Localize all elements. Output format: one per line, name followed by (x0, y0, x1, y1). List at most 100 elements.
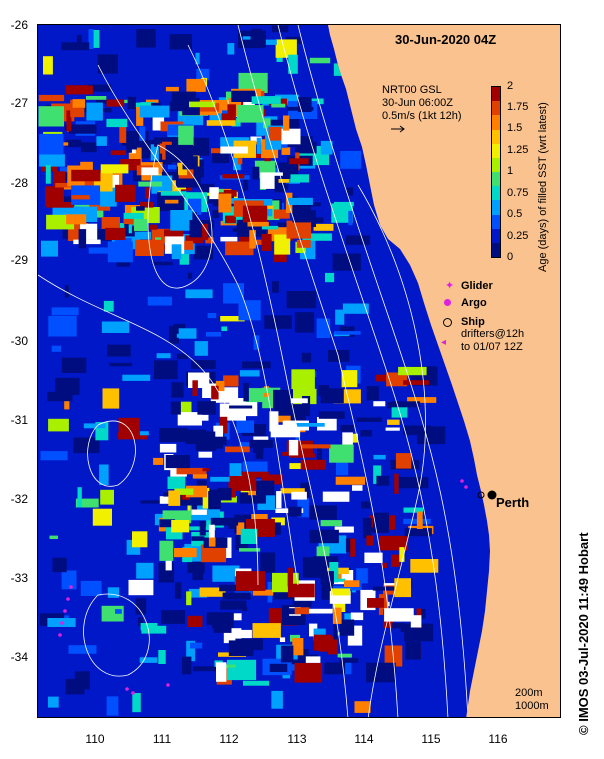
sst-age-patch (213, 622, 232, 633)
sst-age-patch (119, 124, 127, 143)
sst-age-patch (316, 318, 331, 338)
sst-age-patch (141, 167, 159, 176)
sst-age-patch (238, 30, 266, 49)
sst-age-patch (165, 455, 191, 469)
sst-age-patch (330, 588, 351, 596)
y-tick-30: -30 (10, 334, 28, 348)
sst-age-patch (227, 613, 242, 621)
sst-age-patch (239, 492, 266, 504)
sst-age-patch (271, 517, 285, 526)
sst-age-patch (222, 592, 251, 600)
colorbar-band (492, 185, 500, 201)
sst-age-patch (198, 451, 213, 458)
sst-age-patch (376, 475, 390, 486)
sst-age-patch (373, 401, 386, 407)
sst-age-patch (295, 141, 317, 154)
drifter-point (166, 683, 170, 687)
sst-age-patch (319, 642, 330, 652)
sst-age-patch (192, 567, 204, 581)
colorbar-band (492, 114, 500, 130)
contour-key-200m: 200m (515, 687, 543, 699)
sst-age-patch (210, 517, 239, 526)
sst-age-patch (51, 307, 79, 316)
sst-age-patch (190, 360, 216, 369)
sst-age-patch (243, 680, 270, 686)
sst-age-patch (226, 91, 233, 101)
drifter-point (63, 609, 67, 613)
sst-age-patch (66, 110, 72, 132)
sst-age-patch (327, 636, 338, 655)
legend-argo: Argo (461, 297, 487, 309)
sst-age-patch (161, 171, 189, 181)
colorbar-band (492, 128, 500, 144)
contour-line (97, 64, 299, 586)
colorbar-tick-0-75: 0.75 (507, 187, 529, 199)
sst-age-patch (333, 624, 338, 640)
sst-age-patch (272, 25, 289, 33)
sst-age-patch (231, 90, 256, 102)
sst-age-patch (164, 229, 184, 237)
sst-age-patch (289, 463, 309, 469)
sst-age-patch (91, 30, 100, 48)
sst-age-patch (66, 214, 87, 225)
sst-age-patch (159, 443, 177, 453)
sst-age-patch (251, 96, 281, 104)
sst-age-patch (109, 362, 132, 367)
sst-age-patch (309, 57, 331, 64)
sst-age-patch (287, 106, 314, 111)
sst-age-patch (138, 617, 143, 627)
perth-marker[interactable] (477, 490, 497, 500)
current-scale-arrow (391, 125, 405, 133)
sst-age-patch (288, 439, 299, 456)
sst-age-patch (73, 437, 100, 454)
sst-age-patch (404, 528, 432, 537)
sst-age-patch (272, 281, 279, 293)
sst-age-patch (287, 583, 315, 598)
sst-age-patch (192, 473, 207, 479)
sst-age-patch (186, 591, 192, 606)
sst-age-patch (184, 414, 209, 421)
x-tick-112: 112 (219, 732, 239, 746)
sst-age-patch (164, 199, 179, 204)
sst-age-patch (386, 372, 408, 387)
drifter-point (460, 479, 464, 483)
sst-age-patch (225, 215, 236, 224)
sst-age-patch (334, 331, 361, 335)
argo-dot-icon (444, 299, 451, 306)
sst-age-patch (192, 380, 198, 396)
sst-age-patch (410, 615, 422, 628)
sst-age-patch (194, 341, 208, 356)
sst-age-patch (65, 139, 82, 148)
sst-age-patch (335, 476, 365, 485)
sst-age-patch (178, 125, 194, 146)
sst-age-patch (68, 124, 97, 134)
sst-age-patch (317, 417, 337, 431)
sst-age-patch (242, 461, 268, 473)
sst-age-patch (169, 101, 188, 112)
sst-age-patch (373, 454, 386, 460)
sst-age-patch (239, 442, 250, 451)
sst-age-patch (99, 464, 109, 485)
sst-age-patch (199, 103, 220, 112)
sst-age-patch (73, 239, 101, 245)
legend-glider: Glider (461, 280, 493, 292)
sst-age-patch (269, 663, 288, 672)
sst-age-patch (140, 623, 158, 631)
sst-age-patch (39, 154, 65, 167)
sst-age-patch (71, 195, 90, 200)
sst-age-patch (224, 537, 232, 558)
sst-age-patch (126, 143, 132, 153)
sst-age-patch (334, 201, 354, 207)
sst-age-patch (140, 201, 154, 208)
sst-age-patch (167, 476, 186, 489)
sst-age-patch (274, 234, 291, 255)
sst-age-patch (156, 353, 171, 359)
sst-age-patch (307, 608, 333, 614)
sst-age-patch (208, 524, 215, 544)
colorbar-band (492, 213, 500, 229)
colorbar-band (492, 199, 500, 215)
x-tick-114: 114 (354, 732, 374, 746)
sst-age-patch (391, 401, 421, 408)
sst-age-patch (87, 236, 114, 241)
sst-age-patch (286, 291, 317, 309)
